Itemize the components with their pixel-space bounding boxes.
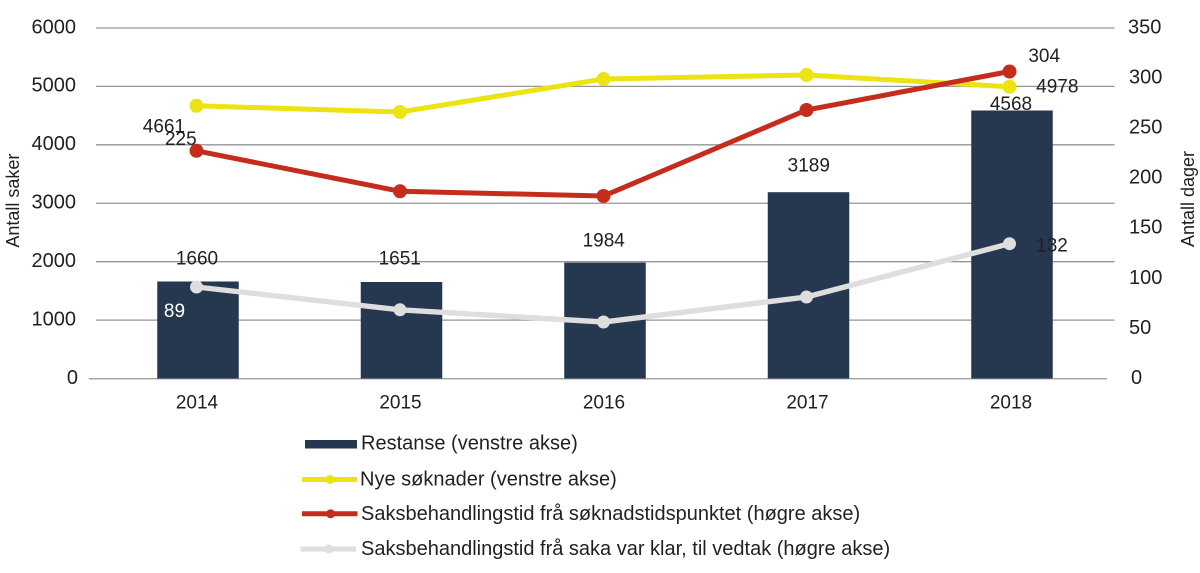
svg-text:Restanse (venstre akse): Restanse (venstre akse)	[361, 433, 578, 455]
svg-text:4978: 4978	[1036, 76, 1078, 97]
svg-text:5000: 5000	[32, 75, 77, 97]
svg-text:250: 250	[1129, 117, 1162, 139]
svg-text:2016: 2016	[583, 393, 625, 414]
svg-text:89: 89	[164, 301, 185, 322]
svg-text:1000: 1000	[32, 308, 77, 330]
svg-text:4568: 4568	[990, 94, 1032, 115]
svg-text:132: 132	[1036, 236, 1068, 257]
svg-text:1984: 1984	[583, 230, 626, 251]
svg-text:50: 50	[1129, 317, 1151, 339]
svg-text:304: 304	[1028, 46, 1060, 67]
svg-text:Antall saker: Antall saker	[3, 154, 23, 248]
svg-text:Nye søknader (venstre akse): Nye søknader (venstre akse)	[360, 469, 617, 491]
svg-text:Saksbehandlingstid frå søknads: Saksbehandlingstid frå søknadstidspunkte…	[361, 503, 860, 525]
svg-text:200: 200	[1129, 167, 1162, 189]
svg-text:350: 350	[1128, 16, 1161, 38]
svg-text:1660: 1660	[176, 249, 218, 270]
svg-text:3000: 3000	[32, 192, 77, 214]
svg-text:3189: 3189	[788, 155, 830, 176]
svg-text:Antall dager: Antall dager	[1178, 151, 1198, 247]
svg-text:6000: 6000	[32, 16, 77, 38]
svg-text:0: 0	[67, 367, 78, 389]
svg-text:1651: 1651	[379, 248, 421, 269]
svg-text:2018: 2018	[990, 393, 1032, 414]
svg-text:225: 225	[165, 129, 197, 150]
svg-text:2000: 2000	[32, 250, 77, 272]
svg-text:4661: 4661	[143, 116, 185, 137]
svg-text:Saksbehandlingstid frå saka va: Saksbehandlingstid frå saka var klar, ti…	[361, 538, 890, 560]
svg-text:100: 100	[1129, 267, 1162, 289]
svg-text:2014: 2014	[176, 393, 219, 414]
svg-text:0: 0	[1131, 367, 1142, 389]
svg-text:2017: 2017	[786, 393, 828, 414]
svg-text:150: 150	[1129, 217, 1162, 239]
svg-text:2015: 2015	[379, 393, 421, 414]
svg-text:300: 300	[1129, 66, 1162, 88]
svg-text:4000: 4000	[32, 133, 77, 155]
